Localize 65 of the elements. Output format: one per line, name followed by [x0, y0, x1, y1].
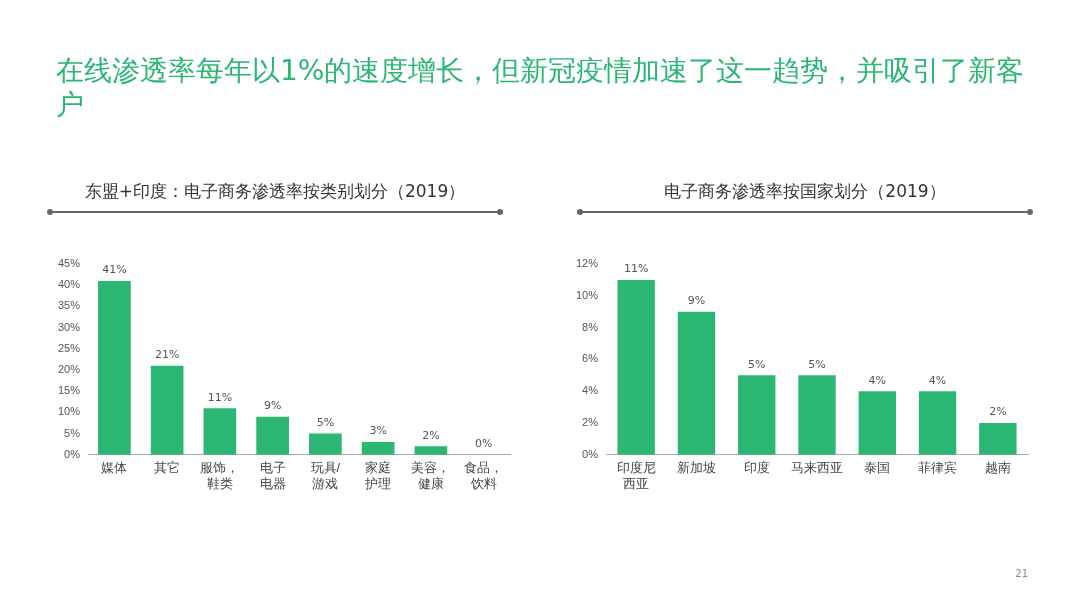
y-tick-label: 30%	[57, 320, 81, 333]
x-tick-label: 电子电器	[259, 460, 286, 491]
y-tick-label: 5%	[64, 426, 81, 439]
bar	[361, 442, 395, 455]
x-tick-label: 泰国	[864, 460, 891, 476]
text: 21	[1015, 568, 1028, 579]
bar	[858, 391, 896, 455]
x-tick-label: 食品，饮料	[464, 460, 504, 491]
bar	[798, 375, 836, 455]
x-tick-label: 服饰，鞋类	[200, 460, 240, 491]
y-tick-label: 40%	[57, 278, 81, 291]
bar	[98, 280, 131, 455]
data-label: 5%	[808, 357, 826, 371]
y-tick-label: 25%	[57, 341, 81, 354]
bar	[738, 375, 776, 455]
x-tick-label: 印度	[743, 460, 770, 476]
y-tick-label: 45%	[57, 257, 81, 270]
chart-title: 在线渗透率每年以1%的速度增长，但新冠疫情加速了这一趋势，并吸引了新客户	[56, 54, 1026, 122]
x-tick-label: 越南	[984, 460, 1011, 476]
data-label: 4%	[928, 373, 947, 387]
x-tick-label: 马来西亚	[791, 460, 844, 476]
bar	[203, 408, 237, 455]
x-tick-label: 菲律宾	[918, 460, 958, 476]
x-tick-label: 媒体	[101, 460, 128, 476]
y-tick-label: 15%	[57, 384, 81, 397]
data-label: 3%	[369, 424, 387, 438]
y-tick-label: 6%	[582, 352, 599, 365]
bar	[979, 423, 1017, 455]
y-tick-label: 10%	[57, 405, 81, 418]
bar	[918, 391, 957, 455]
y-tick-label: 35%	[57, 299, 81, 312]
x-tick-label: 新加坡	[676, 460, 716, 476]
data-label: 9%	[263, 399, 282, 412]
data-label: 0%	[474, 437, 493, 451]
data-label: 21%	[154, 348, 180, 362]
y-tick-label: 0%	[64, 447, 81, 460]
data-label: 5%	[316, 415, 335, 429]
data-label: 4%	[868, 373, 887, 387]
x-tick-label: 美容，健康	[411, 460, 451, 491]
data-label: 41%	[102, 263, 127, 277]
x-tick-label: 玩具/游戏	[310, 460, 341, 491]
x-tick-label: 家庭护理	[364, 460, 392, 491]
chart-subtitle: 东盟+印度：电子商务渗透率按类别划分（2019）	[83, 180, 467, 203]
y-tick-label: 2%	[582, 416, 599, 429]
y-tick-label: 4%	[582, 384, 599, 397]
bar	[414, 446, 448, 455]
y-tick-label: 8%	[582, 320, 599, 333]
y-tick-label: 0%	[582, 447, 599, 460]
data-label: 11%	[207, 390, 233, 404]
y-tick-label: 12%	[575, 257, 599, 270]
bar	[150, 365, 184, 455]
data-label: 2%	[989, 405, 1007, 419]
y-tick-label: 20%	[57, 363, 81, 376]
x-tick-label: 其它	[154, 460, 181, 476]
data-label: 11%	[623, 262, 649, 276]
data-label: 2%	[422, 428, 440, 442]
data-label: 5%	[748, 357, 766, 371]
bar	[309, 433, 342, 455]
bar	[677, 311, 716, 455]
x-tick-label: 印度尼西亚	[616, 460, 656, 491]
bar	[256, 416, 289, 455]
chart-title: 电子商务渗透率按国家划分（2019）	[663, 180, 947, 203]
data-label: 9%	[687, 294, 706, 308]
bar	[617, 279, 655, 455]
y-tick-label: 10%	[575, 288, 599, 301]
